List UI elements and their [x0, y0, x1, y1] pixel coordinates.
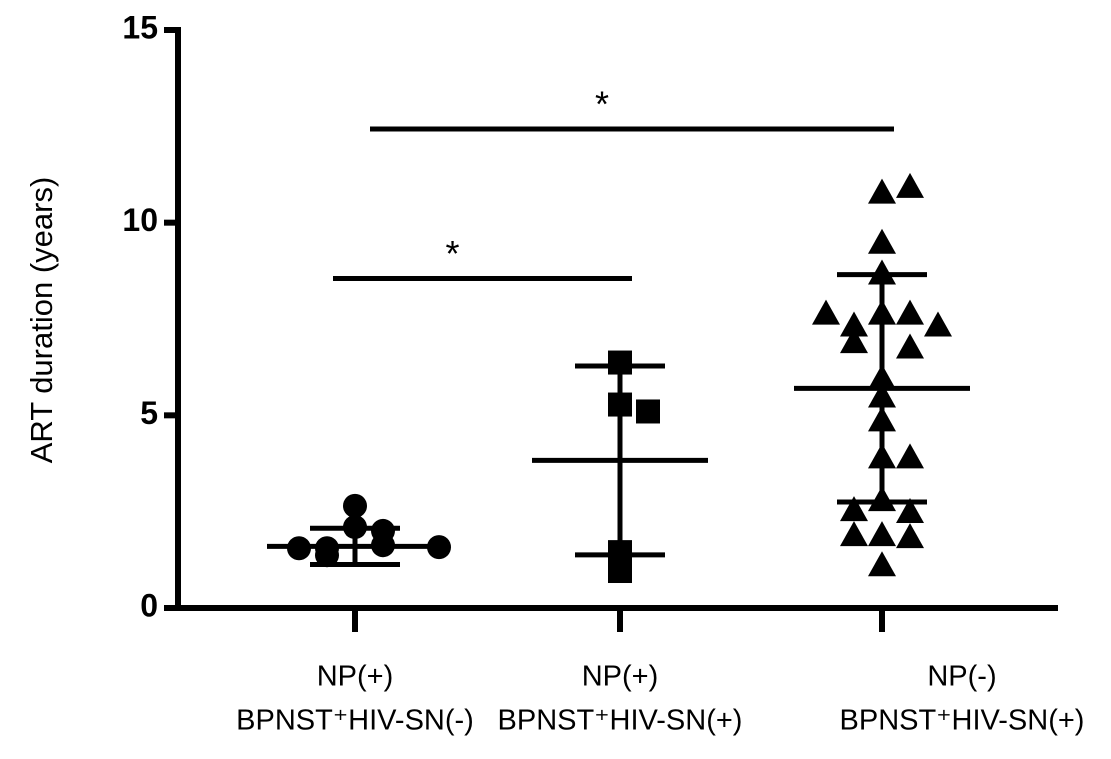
point: [896, 443, 924, 469]
point: [608, 559, 632, 584]
x-tick-label: BPNST⁺HIV-SN(+): [498, 705, 743, 737]
point: [896, 299, 924, 325]
point: [868, 178, 896, 204]
point: [315, 543, 339, 568]
y-axis-label: ART duration (years): [24, 177, 59, 464]
point: [896, 172, 924, 198]
x-tick-label: NP(-): [927, 661, 996, 693]
point: [868, 551, 896, 577]
x-tick-label: BPNST⁺HIV-SN(+): [840, 705, 1085, 737]
point: [868, 228, 896, 254]
point: [636, 399, 660, 424]
point: [896, 523, 924, 549]
point: [840, 521, 868, 547]
point: [840, 311, 868, 337]
significance-star: *: [595, 84, 609, 125]
point: [840, 328, 868, 354]
y-tick-label: 5: [140, 395, 158, 431]
point: [924, 311, 952, 337]
point: [896, 498, 924, 524]
y-tick-label: 10: [122, 202, 158, 238]
point: [840, 496, 868, 522]
y-tick-label: 15: [122, 9, 158, 45]
x-tick-label: NP(+): [317, 661, 394, 693]
point: [812, 299, 840, 325]
x-tick-label: NP(+): [582, 661, 659, 693]
point: [868, 259, 896, 285]
y-tick-label: 0: [140, 587, 158, 623]
point: [343, 493, 367, 518]
significance-star: *: [445, 233, 459, 274]
x-tick-label: BPNST⁺HIV-SN(-): [236, 705, 474, 737]
point: [868, 521, 896, 547]
point: [896, 333, 924, 359]
